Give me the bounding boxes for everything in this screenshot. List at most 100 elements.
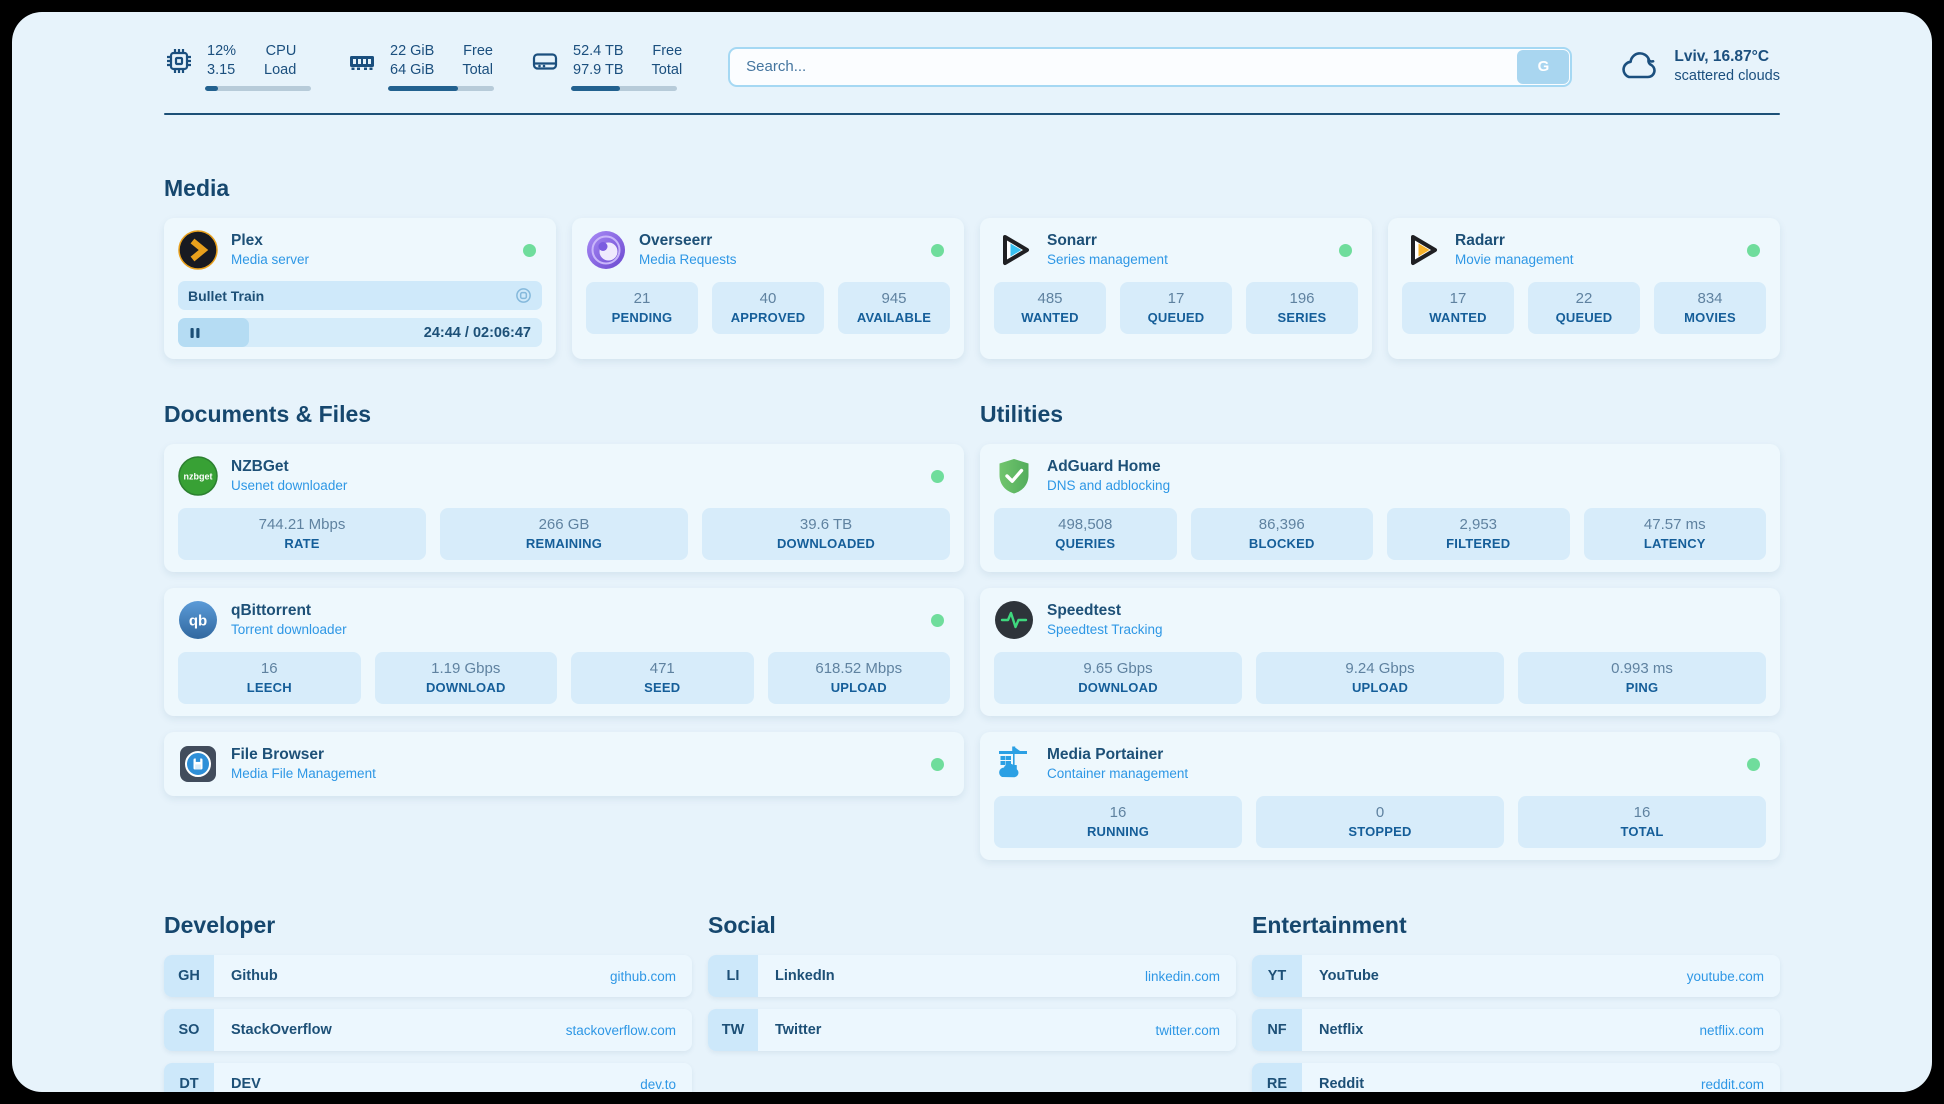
overseerr-icon	[587, 231, 625, 269]
app-card-portainer[interactable]: Media Portainer Container management 16 …	[980, 732, 1780, 860]
section-social: Social LI LinkedIn linkedin.com TW Twitt…	[708, 912, 1236, 1051]
filebrowser-icon	[180, 746, 216, 782]
section-documents: Documents & Files nzbget NZBGet Usenet d…	[164, 401, 964, 796]
app-name: Plex	[231, 232, 263, 249]
link-name: StackOverflow	[231, 1022, 332, 1038]
link-github[interactable]: GH Github github.com	[164, 955, 692, 997]
stat-total: 16 TOTAL	[1518, 796, 1766, 848]
app-card-overseerr[interactable]: Overseerr Media Requests 21 PENDING 40 A…	[572, 218, 964, 359]
weather-condition: scattered clouds	[1674, 68, 1780, 84]
app-card-nzbget[interactable]: nzbget NZBGet Usenet downloader 744.21 M…	[164, 444, 964, 572]
link-stackoverflow[interactable]: SO StackOverflow stackoverflow.com	[164, 1009, 692, 1051]
link-url: netflix.com	[1699, 1022, 1764, 1038]
stat-approved: 40 APPROVED	[712, 282, 824, 334]
app-subtitle: Speedtest Tracking	[1047, 622, 1163, 637]
stat-ping: 0.993 ms PING	[1518, 652, 1766, 704]
cpu-progress-track	[205, 86, 311, 91]
app-card-speedtest[interactable]: Speedtest Speedtest Tracking 9.65 Gbps D…	[980, 588, 1780, 716]
app-subtitle: Movie management	[1455, 252, 1574, 267]
cpu-progress-fill	[205, 86, 218, 91]
disk-progress-fill	[571, 86, 620, 91]
stat-queued: 17 QUEUED	[1120, 282, 1232, 334]
qbittorrent-icon: qb	[179, 601, 217, 639]
status-dot	[523, 243, 536, 257]
link-abbr: NF	[1252, 1009, 1302, 1051]
header-divider	[164, 113, 1780, 115]
link-name: YouTube	[1319, 968, 1379, 984]
stat-rate: 744.21 Mbps RATE	[178, 508, 426, 560]
section-title-developer: Developer	[164, 912, 276, 938]
cpu-load-value: 3.15	[207, 62, 236, 78]
stat-upload: 9.24 Gbps UPLOAD	[1256, 652, 1504, 704]
ram-progress-fill	[388, 86, 458, 91]
app-name: Overseerr	[639, 232, 713, 249]
pause-icon[interactable]	[189, 327, 201, 339]
section-entertainment: Entertainment YT YouTube youtube.com NF …	[1252, 912, 1780, 1092]
app-card-qbittorrent[interactable]: qb qBittorrent Torrent downloader 16 LEE…	[164, 588, 964, 716]
app-subtitle: Torrent downloader	[231, 622, 347, 637]
stat-seed: 471 SEED	[571, 652, 754, 704]
search-box: G	[728, 46, 1573, 87]
plex-icon	[178, 230, 218, 270]
stat-latency: 47.57 ms LATENCY	[1583, 508, 1766, 560]
disk-stat: 52.4 TB 97.9 TB Free Total	[530, 42, 682, 91]
link-url: stackoverflow.com	[565, 1022, 676, 1038]
playback-progress-bar: 24:44 / 02:06:47	[178, 318, 542, 347]
ram-stat: 22 GiB 64 GiB Free Total	[347, 42, 494, 91]
ram-total-label: Total	[462, 62, 493, 78]
app-subtitle: DNS and adblocking	[1047, 478, 1171, 493]
stat-downloaded: 39.6 TB DOWNLOADED	[702, 508, 950, 560]
cpu-stat: 12% 3.15 CPU Load	[164, 42, 311, 91]
status-dot	[931, 243, 944, 257]
disk-icon	[532, 53, 558, 70]
link-url: twitter.com	[1155, 1022, 1220, 1038]
app-card-plex[interactable]: Plex Media server Bullet Train	[164, 218, 556, 359]
stat-blocked: 86,396 BLOCKED	[1190, 508, 1373, 560]
link-name: Reddit	[1319, 1076, 1365, 1092]
search-engine-button[interactable]: G	[1517, 49, 1570, 84]
app-name: Sonarr	[1047, 232, 1097, 249]
now-playing-title: Bullet Train	[188, 287, 265, 304]
app-subtitle: Media File Management	[231, 766, 376, 781]
link-reddit[interactable]: RE Reddit reddit.com	[1252, 1063, 1780, 1092]
disk-free-label: Free	[652, 43, 683, 59]
app-subtitle: Media server	[231, 252, 310, 267]
app-subtitle: Media Requests	[639, 252, 737, 267]
link-youtube[interactable]: YT YouTube youtube.com	[1252, 955, 1780, 997]
app-card-adguard[interactable]: AdGuard Home DNS and adblocking 498,508 …	[980, 444, 1780, 572]
link-url: youtube.com	[1686, 968, 1764, 984]
status-dot	[931, 469, 944, 483]
disk-free-value: 52.4 TB	[573, 43, 624, 59]
link-dev[interactable]: DT DEV dev.to	[164, 1063, 692, 1092]
search-input[interactable]	[728, 46, 1573, 87]
link-abbr: GH	[164, 955, 214, 997]
link-linkedin[interactable]: LI LinkedIn linkedin.com	[708, 955, 1236, 997]
link-name: Github	[231, 968, 278, 984]
app-subtitle: Series management	[1047, 252, 1168, 267]
stat-upload: 618.52 Mbps UPLOAD	[767, 652, 950, 704]
status-dot	[931, 757, 944, 771]
cpu-load-label: Load	[264, 62, 297, 78]
playback-progress-fill	[178, 318, 249, 347]
link-name: DEV	[231, 1076, 261, 1092]
link-name: Netflix	[1319, 1022, 1364, 1038]
weather-widget[interactable]: Lviv, 16.87°C scattered clouds	[1618, 47, 1780, 86]
app-subtitle: Container management	[1047, 766, 1189, 781]
app-card-filebrowser[interactable]: File Browser Media File Management	[164, 732, 964, 796]
stat-movies: 834 MOVIES	[1654, 282, 1766, 334]
ram-progress-track	[388, 86, 494, 91]
disk-total-value: 97.9 TB	[573, 62, 624, 78]
link-url: dev.to	[640, 1076, 676, 1092]
link-name: Twitter	[775, 1022, 822, 1038]
ram-icon	[350, 56, 374, 70]
app-card-sonarr[interactable]: Sonarr Series management 485 WANTED 17 Q…	[980, 218, 1372, 359]
app-name: Media Portainer	[1047, 746, 1164, 763]
link-netflix[interactable]: NF Netflix netflix.com	[1252, 1009, 1780, 1051]
app-subtitle: Usenet downloader	[231, 478, 348, 493]
link-abbr: LI	[708, 955, 758, 997]
link-abbr: TW	[708, 1009, 758, 1051]
link-twitter[interactable]: TW Twitter twitter.com	[708, 1009, 1236, 1051]
app-card-radarr[interactable]: Radarr Movie management 17 WANTED 22 QUE…	[1388, 218, 1780, 359]
section-utilities: Utilities AdGuard Home DNS and adblockin…	[980, 401, 1780, 860]
stat-queued: 22 QUEUED	[1528, 282, 1640, 334]
